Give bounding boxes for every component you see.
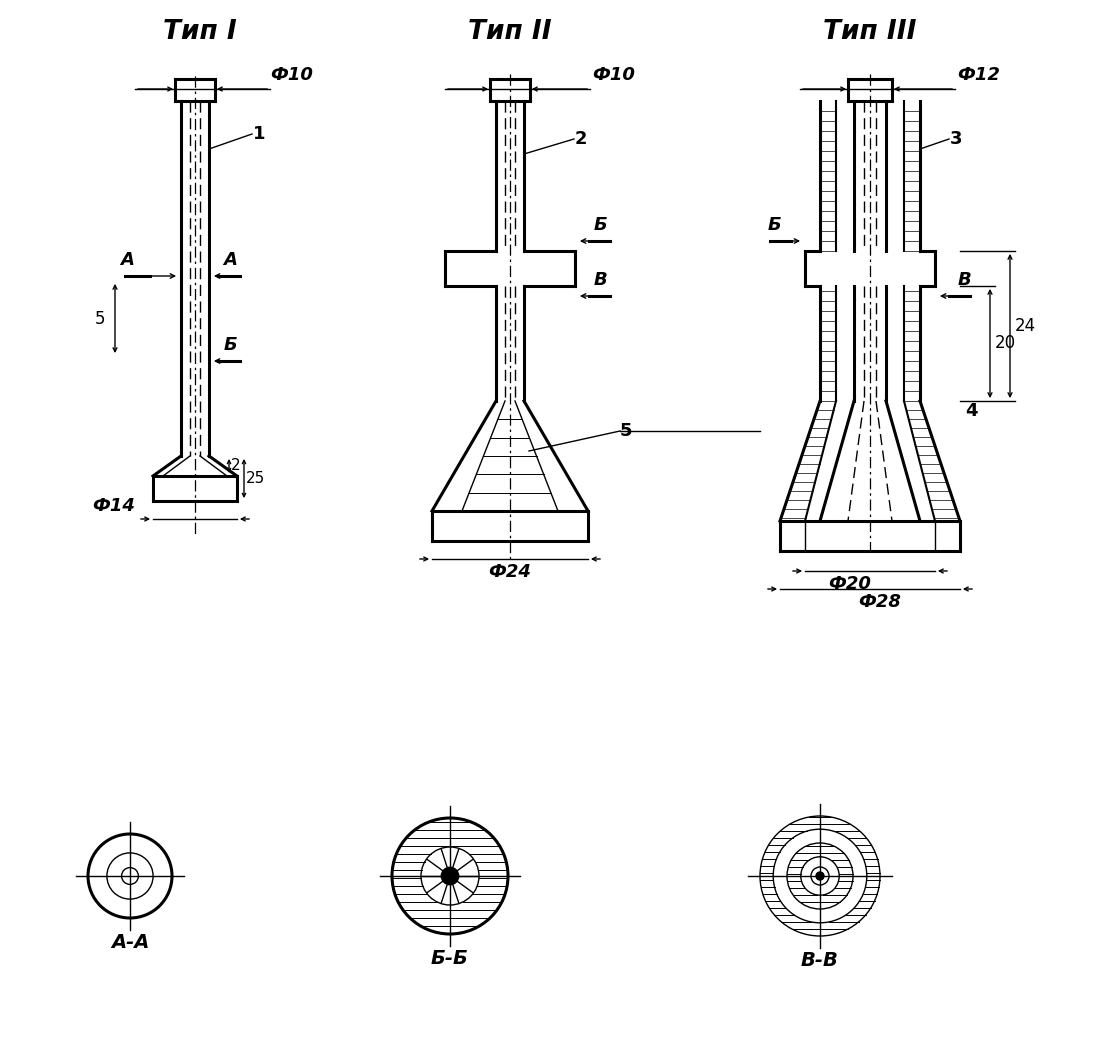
Circle shape [816,872,824,880]
Text: 2: 2 [231,458,240,474]
Text: В: В [959,271,972,289]
Text: Тип I: Тип I [164,19,237,45]
Text: 5: 5 [620,422,632,440]
Text: 20: 20 [995,334,1016,353]
Text: 4: 4 [965,402,977,420]
Text: 3: 3 [950,130,963,148]
Text: Ф12: Ф12 [957,66,1000,84]
Text: 24: 24 [1015,318,1037,335]
Text: Б-Б: Б-Б [432,949,469,968]
Text: Ф10: Ф10 [592,66,635,84]
Text: Ф24: Ф24 [489,563,531,581]
Text: Ф20: Ф20 [829,575,872,593]
Text: А-А: А-А [111,933,149,953]
Circle shape [441,867,459,885]
Text: А: А [223,251,237,269]
Text: Ф10: Ф10 [270,66,313,84]
Text: Б: Б [769,215,782,234]
Text: Тип III: Тип III [824,19,917,45]
Text: Б: Б [223,336,237,354]
Text: Тип II: Тип II [468,19,552,45]
Text: 1: 1 [253,125,266,143]
Text: 5: 5 [94,309,105,328]
Text: В-В: В-В [802,951,839,970]
Text: А: А [120,251,134,269]
Text: Ф14: Ф14 [92,497,135,515]
Text: В: В [593,271,607,289]
Text: 2: 2 [575,130,587,148]
Text: Б: Б [593,215,607,234]
Text: Ф28: Ф28 [859,593,901,611]
Text: 25: 25 [246,471,266,486]
